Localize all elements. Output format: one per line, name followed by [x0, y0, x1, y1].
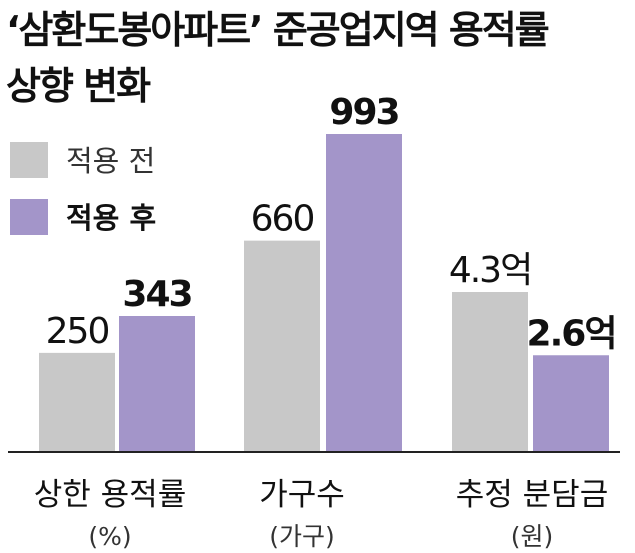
category-label-1: 상한 용적률 [34, 477, 186, 513]
category-label-3: 추정 분담금 [456, 477, 608, 513]
legend-label-before: 적용 전 [66, 144, 155, 178]
category-unit-2: (가구) [269, 522, 335, 551]
chart-title-line-2: 상향 변화 [6, 64, 151, 108]
data-label-before-2: 660 [251, 199, 314, 240]
data-label-after-1: 343 [122, 274, 191, 315]
legend-swatch-before [10, 142, 48, 178]
bar-after-2 [326, 134, 402, 452]
data-label-after-2: 993 [329, 92, 398, 133]
category-unit-1: (%) [88, 522, 131, 551]
bar-before-3 [452, 292, 528, 452]
category-label-2: 가구수 [259, 477, 345, 513]
data-label-before-1: 250 [46, 311, 109, 352]
chart-title: ‘삼환도봉아파트’ 준공업지역 용적률 상향 변화 [6, 2, 631, 114]
legend-swatch-after [10, 199, 48, 235]
chart-title-line-1: ‘삼환도봉아파트’ 준공업지역 용적률 [6, 8, 550, 52]
bar-after-1 [119, 316, 195, 452]
bar-before-1 [39, 352, 115, 452]
bar-after-3 [533, 355, 609, 452]
data-label-before-3: 4.3억 [449, 250, 531, 291]
data-label-after-3: 2.6억 [527, 313, 616, 354]
legend-label-after: 적용 후 [66, 201, 156, 235]
category-unit-3: (원) [511, 522, 554, 551]
bar-before-2 [244, 240, 320, 452]
